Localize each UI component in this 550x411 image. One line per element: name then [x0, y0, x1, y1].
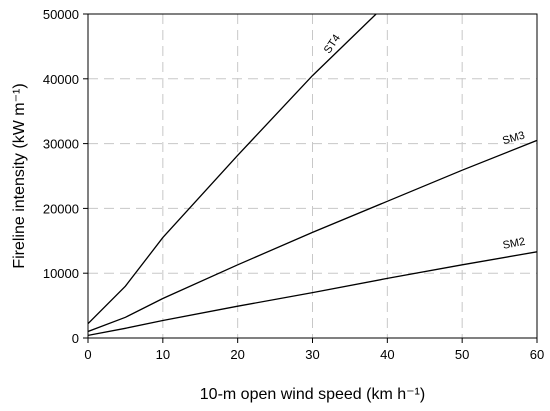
x-tick-label: 10: [156, 347, 170, 362]
series-label-layer: ST4 SM3 SM2: [322, 32, 526, 251]
series-line-sm2: [88, 251, 537, 337]
y-tick-label: 40000: [43, 72, 79, 87]
y-tick-label: 20000: [43, 201, 79, 216]
series-label-sm3: SM3: [501, 130, 526, 148]
series-label-st4: ST4: [322, 32, 343, 55]
x-tick-label: 0: [84, 347, 91, 362]
series-layer: [88, 14, 537, 337]
y-tick-label: 10000: [43, 266, 79, 281]
x-tick-label: 30: [305, 347, 319, 362]
x-axis-title: 10-m open wind speed (km h⁻¹): [200, 386, 425, 403]
y-axis-title: Fireline intensity (kW m⁻¹): [11, 83, 28, 268]
y-tick-label: 30000: [43, 137, 79, 152]
series-label-sm2: SM2: [502, 236, 526, 252]
y-tick-label: 0: [72, 331, 79, 346]
tick-layer: 0 10 20 30 40 50 60 0 10000 20000 30000 40000 50000: [43, 7, 544, 362]
grid-layer: [88, 14, 537, 338]
x-tick-label: 40: [380, 347, 394, 362]
series-line-sm3: [88, 139, 537, 333]
y-tick-label: 50000: [43, 7, 79, 22]
x-tick-label: 20: [230, 347, 244, 362]
series-line-st4: [88, 14, 377, 325]
x-tick-label: 50: [455, 347, 469, 362]
x-tick-label: 60: [530, 347, 544, 362]
